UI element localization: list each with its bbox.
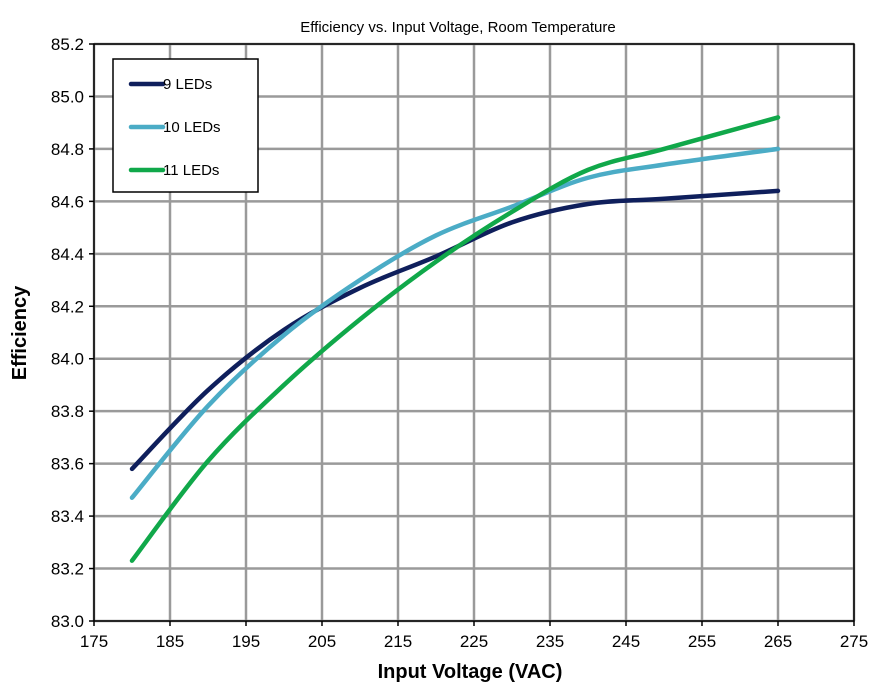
- y-tick-label: 84.2: [51, 297, 84, 316]
- series-line-1: [129, 188, 781, 472]
- x-axis-label: Input Voltage (VAC): [378, 661, 563, 683]
- y-tick-label: 85.0: [51, 87, 84, 106]
- y-tick-label: 84.4: [51, 245, 84, 264]
- series-line-3: [129, 115, 781, 563]
- x-tick-label: 215: [384, 632, 412, 651]
- y-tick-label: 83.8: [51, 402, 84, 421]
- x-tick-label: 175: [80, 632, 108, 651]
- series-line-2: [129, 146, 781, 500]
- y-tick-label: 84.8: [51, 140, 84, 159]
- x-tick-label: 195: [232, 632, 260, 651]
- x-tick-label: 275: [840, 632, 868, 651]
- x-tick-label: 245: [612, 632, 640, 651]
- x-tick-label: 235: [536, 632, 564, 651]
- y-tick-label: 85.2: [51, 35, 84, 54]
- x-tick-label: 225: [460, 632, 488, 651]
- y-tick-label: 84.0: [51, 350, 84, 369]
- x-tick-label: 205: [308, 632, 336, 651]
- legend-label: 9 LEDs: [163, 76, 212, 93]
- x-tick-label: 255: [688, 632, 716, 651]
- x-tick-label: 185: [156, 632, 184, 651]
- legend-label: 11 LEDs: [163, 162, 219, 179]
- x-axis-ticks: 175 185 195 205 215 225 235 245 255 265 275: [80, 621, 868, 651]
- y-tick-label: 83.2: [51, 560, 84, 579]
- y-axis-ticks: 83.0 83.2 83.4 83.6 83.8 84.0 84.2 84.4 84.6 84.8…: [51, 35, 94, 631]
- x-tick-label: 265: [764, 632, 792, 651]
- legend-label: 10 LEDs: [163, 119, 221, 136]
- y-tick-label: 84.6: [51, 192, 84, 211]
- y-axis-label: Efficiency: [9, 285, 31, 380]
- y-tick-label: 83.0: [51, 612, 84, 631]
- chart-title: Efficiency vs. Input Voltage, Room Tempe…: [300, 19, 615, 36]
- series-lines: [129, 115, 781, 563]
- y-tick-label: 83.6: [51, 455, 84, 474]
- y-tick-label: 83.4: [51, 507, 84, 526]
- legend: 9 LEDs 10 LEDs 11 LEDs: [112, 58, 259, 193]
